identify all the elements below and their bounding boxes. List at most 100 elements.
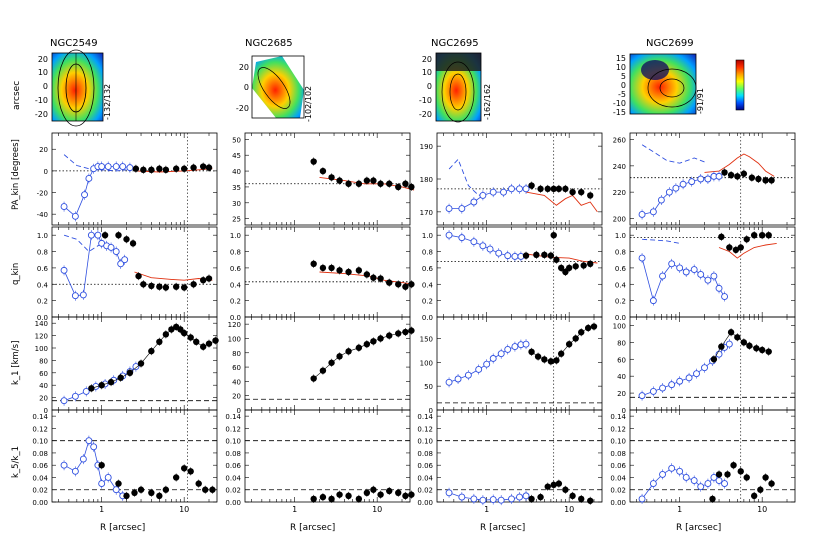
data-point-black xyxy=(328,359,335,366)
svg-text:-20: -20 xyxy=(419,110,432,119)
x-tick-label: 1 xyxy=(99,505,104,514)
panel-NGC2549-pa: 20 0 -20 -40 xyxy=(37,132,218,226)
data-point-blue xyxy=(464,371,472,379)
data-point-blue xyxy=(688,178,696,186)
data-point-black xyxy=(355,495,363,503)
y-tick-label: 0 xyxy=(622,407,626,415)
data-point-blue xyxy=(79,291,87,299)
data-point-blue xyxy=(693,370,700,378)
map-ticks-2: 20 0 -20 xyxy=(236,63,249,113)
data-point-black xyxy=(123,492,130,500)
colorbar xyxy=(735,59,745,111)
map-ylabel: arcsec xyxy=(12,81,22,110)
panel-NGC2549-q: 1.0 0.8 0.6 0.4 0.2 0.0 xyxy=(37,226,218,322)
y-tick-label: 0.04 xyxy=(225,474,241,482)
data-point-black xyxy=(734,334,741,341)
y-tick-label: 180 xyxy=(420,176,433,184)
y-tick-label: 80 xyxy=(617,339,626,347)
data-point-black xyxy=(740,339,748,346)
svg-text:0: 0 xyxy=(427,82,432,91)
svg-text:10: 10 xyxy=(616,63,626,72)
data-point-black xyxy=(565,264,573,272)
data-point-black xyxy=(753,345,760,352)
data-point-blue xyxy=(508,185,515,193)
data-point-black xyxy=(370,177,377,184)
y-tick-label: 25 xyxy=(232,216,241,224)
data-point-black xyxy=(541,356,548,363)
data-point-black xyxy=(162,284,170,291)
svg-text:-10: -10 xyxy=(35,96,48,105)
svg-text:20: 20 xyxy=(38,55,48,64)
data-point-blue xyxy=(479,191,487,199)
data-point-black xyxy=(115,480,122,487)
data-point-blue xyxy=(697,271,705,278)
data-point-black xyxy=(180,329,188,337)
data-point-blue xyxy=(479,242,487,250)
data-point-black xyxy=(115,231,122,239)
data-point-blue xyxy=(690,477,698,484)
data-point-black xyxy=(768,177,775,184)
y-tick-label: 0.12 xyxy=(417,425,433,433)
series-blue-line xyxy=(63,439,123,497)
data-point-blue xyxy=(676,467,684,475)
xlabel-2: R [arcsec] xyxy=(290,523,335,533)
data-point-black xyxy=(537,185,544,193)
data-point-black xyxy=(172,165,180,172)
y-tick-label: 0.6 xyxy=(37,265,49,273)
y-tick-label: 0.12 xyxy=(610,425,626,433)
data-point-black xyxy=(768,480,775,487)
data-point-black xyxy=(131,489,138,496)
data-point-blue xyxy=(516,185,523,193)
data-point-black xyxy=(709,495,716,503)
panel-frame xyxy=(244,409,411,503)
data-point-blue xyxy=(659,384,666,392)
panel-NGC2685-k5: 0.14 0.12 0.10 0.08 0.06 0.04 0.02 0.00 1 10 xyxy=(225,409,415,514)
data-point-black xyxy=(370,274,377,281)
data-point-black xyxy=(107,378,115,386)
data-point-black xyxy=(187,334,194,341)
panel-frame xyxy=(244,132,411,226)
y-tick-label: 0.08 xyxy=(417,450,433,458)
map-range-4: -91/91 xyxy=(696,88,705,114)
data-point-black xyxy=(199,343,207,350)
data-point-black xyxy=(156,283,163,290)
panel-NGC2549-k5: 0.14 0.12 0.10 0.08 0.06 0.04 0.02 0.00 1 10 xyxy=(32,409,218,514)
data-point-blue xyxy=(132,363,140,371)
x-tick-label: 10 xyxy=(757,505,767,514)
y-tick-label: 0.4 xyxy=(37,281,49,289)
data-point-blue xyxy=(721,293,729,300)
y-tick-label: 0.8 xyxy=(230,249,241,257)
series-blue-line xyxy=(63,234,125,297)
y-tick-label: 0.6 xyxy=(422,265,434,273)
data-point-black xyxy=(180,165,188,172)
data-point-black xyxy=(328,495,335,503)
data-point-black xyxy=(750,492,758,500)
y-tick-label: 0.00 xyxy=(417,499,433,507)
data-point-blue xyxy=(715,477,723,484)
data-point-black xyxy=(578,188,585,196)
x-tick-label: 1 xyxy=(292,505,297,514)
velocity-map-3 xyxy=(435,52,482,123)
data-point-black xyxy=(140,281,147,288)
data-point-black xyxy=(395,281,402,288)
y-tick-label: 0.10 xyxy=(610,438,626,446)
data-point-blue xyxy=(98,163,106,171)
svg-text:0: 0 xyxy=(621,81,626,90)
data-point-black xyxy=(345,348,352,355)
y-tick-label: 0.06 xyxy=(610,462,626,470)
data-point-black xyxy=(386,487,393,495)
data-point-black xyxy=(190,164,197,171)
data-point-black xyxy=(710,356,718,363)
data-point-black xyxy=(757,486,764,493)
data-point-black xyxy=(180,284,188,291)
row-ylabel-k1: k_1 [km/s] xyxy=(11,341,21,385)
data-point-black xyxy=(726,244,733,251)
map-ticks-4: 15 10 5 0 -5 -10 -15 xyxy=(613,54,626,117)
y-tick-label: 20 xyxy=(39,146,48,154)
data-point-blue xyxy=(508,495,515,503)
data-point-black xyxy=(363,489,371,496)
data-point-black xyxy=(587,497,594,504)
data-point-blue xyxy=(117,260,125,268)
row-ylabel-k5: k_5/k_1 xyxy=(11,446,21,478)
data-point-black xyxy=(734,173,741,180)
